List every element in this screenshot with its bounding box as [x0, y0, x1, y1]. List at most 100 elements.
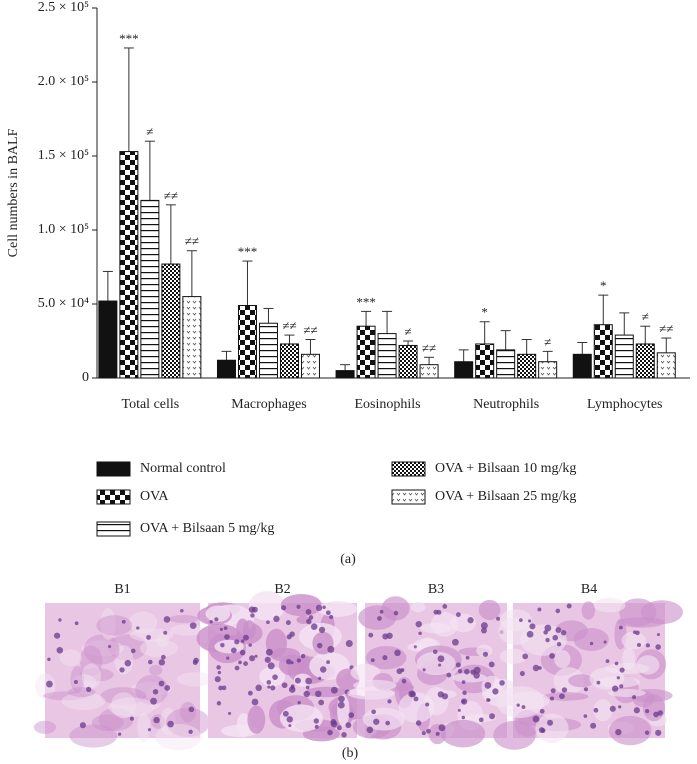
cell	[387, 699, 392, 704]
stain	[139, 639, 178, 658]
cell	[425, 702, 430, 707]
cell	[644, 730, 650, 735]
stain	[79, 645, 103, 677]
cell	[273, 615, 280, 623]
cell	[452, 638, 459, 646]
stain	[81, 663, 101, 689]
stain	[108, 634, 148, 661]
stain	[168, 614, 199, 624]
stain	[636, 655, 660, 675]
stain	[149, 664, 163, 676]
cell	[645, 709, 650, 714]
cell	[462, 690, 467, 695]
cell	[589, 641, 594, 646]
cell	[633, 707, 640, 714]
cell	[341, 732, 347, 738]
cell	[286, 716, 293, 723]
cell	[345, 639, 353, 647]
cell	[296, 658, 302, 663]
stain	[160, 707, 177, 736]
y-tick-label: 0	[82, 370, 89, 385]
cell	[618, 625, 623, 630]
bar	[635, 343, 655, 379]
cell	[129, 716, 134, 721]
cell	[438, 724, 446, 732]
cell	[305, 685, 310, 690]
cell	[556, 642, 562, 647]
stain	[59, 649, 82, 667]
cell	[560, 630, 567, 636]
micrograph-label: B4	[581, 582, 597, 597]
cell	[632, 695, 637, 700]
cell	[305, 677, 313, 685]
cell	[544, 624, 552, 632]
stain	[593, 598, 626, 613]
y-tick-label: 2.5 × 10⁵	[38, 0, 89, 15]
stain	[129, 628, 174, 642]
cell	[656, 633, 660, 637]
cell	[319, 666, 327, 673]
bar	[419, 364, 439, 379]
cell	[338, 695, 345, 703]
cell	[130, 648, 136, 654]
cell	[538, 727, 545, 733]
cell	[377, 616, 382, 621]
y-tick-label: 1.5 × 10⁵	[38, 148, 89, 163]
stain	[205, 605, 231, 622]
cell	[243, 661, 248, 666]
cell	[400, 668, 405, 672]
cell	[318, 626, 326, 634]
cell	[270, 685, 276, 691]
cell	[146, 634, 151, 640]
significance: ***	[356, 294, 376, 309]
cell	[593, 707, 599, 713]
cell	[285, 658, 292, 665]
cell	[318, 699, 325, 706]
cell	[537, 607, 542, 612]
cell	[119, 667, 125, 673]
stain	[236, 712, 251, 738]
cell	[457, 669, 463, 674]
bar	[398, 344, 418, 379]
cell	[264, 656, 271, 663]
bar	[517, 353, 537, 379]
cell	[496, 616, 501, 621]
stain	[33, 720, 57, 734]
caption: (b)	[342, 746, 359, 761]
stain	[535, 713, 569, 743]
cell	[150, 697, 157, 705]
cell	[636, 642, 642, 648]
cell	[446, 672, 452, 678]
cell	[314, 724, 319, 729]
stain	[247, 705, 266, 734]
stain	[35, 673, 56, 700]
cell	[461, 698, 468, 705]
cell	[545, 637, 550, 643]
cell	[58, 618, 62, 622]
legend-label: Normal control	[140, 461, 226, 476]
cell	[373, 718, 380, 725]
x-tick-label: Total cells	[122, 397, 180, 412]
stain	[398, 692, 435, 723]
cell	[161, 654, 166, 660]
cell	[393, 610, 399, 616]
micrograph-label: B1	[114, 582, 130, 597]
cell	[394, 649, 401, 657]
stain	[554, 649, 571, 669]
stain	[70, 665, 85, 693]
stain	[61, 692, 106, 711]
cell	[552, 634, 559, 641]
cell	[230, 647, 237, 654]
bar	[161, 263, 181, 379]
stain	[270, 647, 301, 662]
cell	[46, 680, 53, 688]
cell	[188, 706, 195, 713]
stain	[507, 691, 550, 710]
stain	[450, 613, 477, 633]
cell	[566, 603, 572, 609]
significance: *	[600, 278, 607, 293]
cell	[616, 676, 620, 680]
cell	[370, 658, 375, 663]
cell	[153, 716, 160, 724]
y-tick-label: 5.0 × 10⁴	[38, 296, 89, 311]
